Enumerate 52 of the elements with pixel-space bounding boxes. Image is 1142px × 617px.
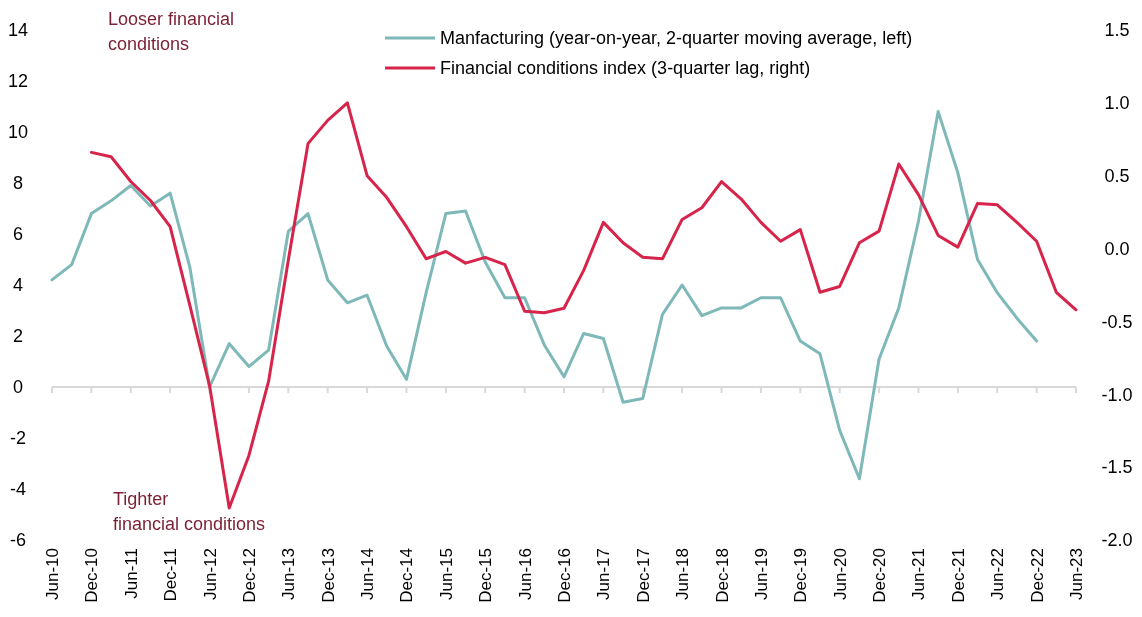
y2-tick-label: -1.0 (1101, 384, 1133, 405)
x-tick-label: Dec-14 (397, 548, 417, 603)
x-tick-label: Dec-20 (870, 548, 890, 603)
legend-label: Financial conditions index (3-quarter lag, right) (440, 58, 811, 79)
y-tick-label: 0 (12, 377, 24, 398)
y-tick-label: -6 (9, 530, 27, 551)
x-tick-label: Jun-18 (673, 548, 693, 600)
x-tick-label: Dec-16 (555, 548, 574, 603)
y-tick-label: 2 (12, 326, 24, 347)
x-tick-label: Dec-15 (476, 548, 496, 603)
x-tick-label: Dec-18 (712, 548, 732, 603)
annotation: Tighter financial conditions (113, 489, 266, 534)
x-tick-label: Jun-10 (43, 548, 62, 600)
x-tick-label: Dec-12 (239, 548, 259, 603)
y-tick-label: 8 (12, 173, 24, 194)
x-tick-label: Dec-11 (161, 548, 181, 602)
x-tick-label: Jun-14 (358, 548, 378, 600)
y2-tick-label: 1.5 (1104, 20, 1130, 41)
x-tick-label: Jun-12 (200, 548, 220, 600)
y2-tick-label: 0.0 (1104, 238, 1130, 259)
y-tick-label: 10 (7, 122, 29, 143)
x-tick-label: Dec-10 (82, 548, 102, 603)
x-tick-label: Dec-13 (318, 548, 338, 603)
annotation: Looser financial conditions (108, 9, 235, 54)
x-tick-label: Jun-11 (121, 548, 141, 599)
y2-tick-label: -2.0 (1101, 530, 1133, 551)
y-tick-label: 12 (7, 71, 29, 92)
x-tick-label: Jun-22 (988, 548, 1008, 600)
x-tick-label: Jun-17 (594, 548, 614, 600)
x-tick-label: Jun-21 (909, 548, 929, 600)
x-tick-label: Jun-23 (1067, 548, 1086, 600)
x-tick-label: Dec-19 (791, 548, 811, 603)
y-tick-label: 14 (7, 20, 29, 41)
x-tick-label: Jun-16 (515, 548, 535, 600)
x-tick-label: Jun-15 (436, 548, 456, 600)
x-tick-label: Dec-22 (1027, 548, 1047, 603)
x-tick-label: Dec-17 (633, 548, 653, 603)
line-series (50, 110, 1039, 481)
y2-tick-label: 0.5 (1104, 166, 1130, 187)
y-tick-label: -2 (9, 428, 27, 449)
x-tick-label: Jun-13 (279, 548, 299, 600)
y-tick-label: 6 (12, 224, 24, 245)
x-tick-label: Jun-20 (830, 548, 850, 600)
y-tick-label: -4 (9, 479, 27, 500)
y2-tick-label: -1.5 (1101, 457, 1133, 478)
y2-tick-label: -0.5 (1101, 311, 1133, 332)
x-tick-label: Dec-21 (948, 548, 968, 603)
y-tick-label: 4 (12, 275, 24, 296)
x-tick-label: Jun-19 (751, 548, 771, 600)
line-series (89, 101, 1078, 510)
legend-label: Manfacturing (year-on-year, 2-quarter moving average, left) (440, 28, 913, 49)
y2-tick-label: 1.0 (1104, 93, 1130, 114)
